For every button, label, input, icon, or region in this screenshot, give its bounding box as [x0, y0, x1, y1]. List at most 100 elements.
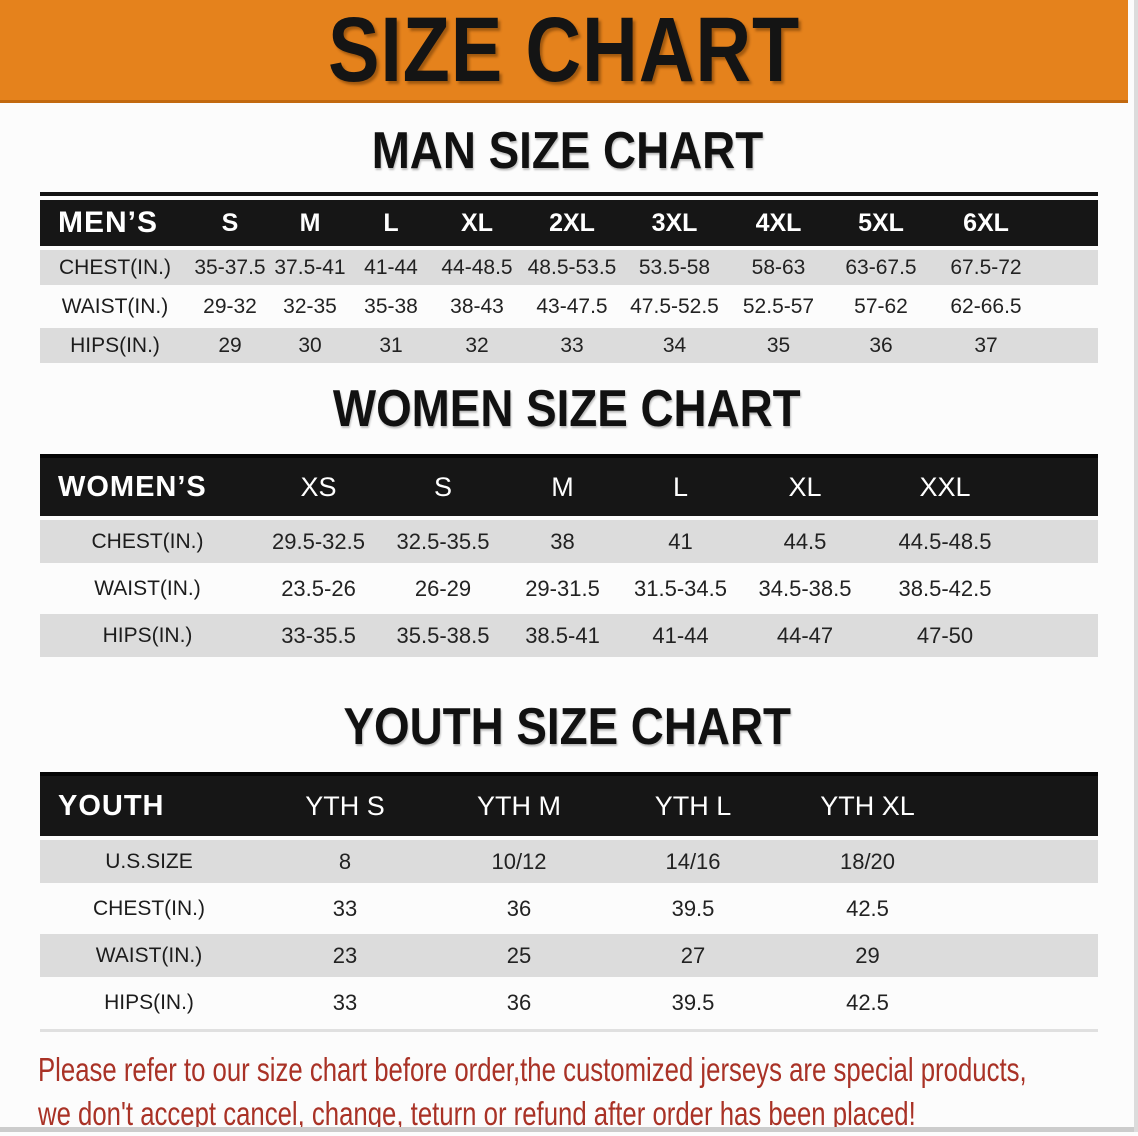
value-cell: 27 [606, 934, 780, 977]
banner-title: SIZE CHART [327, 0, 801, 101]
row-filler-cell [1040, 328, 1098, 363]
row-label-cell: WAIST(IN.) [94, 576, 201, 600]
value-cell: 31.5-34.5 [634, 575, 727, 601]
youth-col-header-yth-s: YTH S [258, 772, 432, 836]
men-table-top-border [40, 192, 1098, 196]
row-label-cell: HIPS(IN.) [40, 328, 190, 363]
value-cell: 36 [506, 895, 532, 921]
youth-chest-row: CHEST(IN.) 33 36 39.5 42.5 [40, 887, 1098, 930]
row-label-cell: CHEST(IN.) [40, 520, 255, 563]
youth-header-row: YOUTH YTH S YTH M YTH L YTH XL [40, 772, 1098, 836]
youth-hips-row: HIPS(IN.) 33 36 39.5 42.5 [40, 981, 1098, 1024]
value-cell: 31 [350, 328, 432, 363]
youth-size-table: YOUTH YTH S YTH M YTH L YTH XL U.S.SIZE … [40, 768, 1098, 1028]
value-cell: 8 [258, 840, 432, 883]
row-label-cell: HIPS(IN.) [40, 614, 255, 657]
row-filler-cell [955, 981, 1098, 1024]
men-header-filler-cell [1040, 200, 1098, 246]
value-cell: 23 [258, 934, 432, 977]
women-chest-row: CHEST(IN.) 29.5-32.5 32.5-35.5 38 41 44.… [40, 520, 1098, 563]
youth-table-bottom-border [40, 1029, 1098, 1032]
men-col-header-5xl: 5XL [830, 200, 932, 246]
value-cell: 34.5-38.5 [758, 575, 852, 601]
value-cell: 29 [190, 328, 270, 363]
value-cell: 29 [780, 934, 955, 977]
value-cell: 36 [506, 989, 532, 1015]
value-cell: 32.5-35.5 [382, 520, 504, 563]
value-cell: 48.5-53.5 [522, 250, 622, 285]
row-filler-cell [1040, 289, 1098, 324]
value-cell: 34 [622, 328, 727, 363]
men-waist-row: WAIST(IN.) 29-32 32-35 35-38 38-43 43-47… [40, 289, 1098, 324]
men-col-header-2xl: 2XL [522, 200, 622, 246]
disclaimer-line-2: we don't accept cancel, change, teturn o… [38, 1095, 916, 1132]
value-cell: 38-43 [450, 294, 504, 318]
value-cell: 47-50 [870, 614, 1020, 657]
men-size-section: MAN SIZE CHART MEN’S S M L XL 2XL 3XL 4X… [0, 125, 1134, 367]
value-cell: 29-32 [203, 294, 257, 318]
men-col-header-xl: XL [432, 200, 522, 246]
value-cell: 42.5 [846, 895, 889, 921]
value-cell: 35 [727, 328, 830, 363]
men-section-title-text: MAN SIZE CHART [371, 122, 763, 180]
value-cell: 39.5 [671, 895, 715, 921]
men-hips-row: HIPS(IN.) 29 30 31 32 33 34 35 36 37 [40, 328, 1098, 363]
value-cell: 29-31.5 [525, 575, 600, 601]
value-cell: 41-44 [350, 250, 432, 285]
value-cell: 30 [270, 328, 350, 363]
value-cell: 23.5-26 [281, 575, 356, 601]
value-cell: 37.5-41 [270, 250, 350, 285]
row-filler-cell [955, 934, 1098, 977]
women-col-header-s: S [382, 454, 504, 516]
youth-header-filler-cell [955, 772, 1098, 836]
value-cell: 38.5-41 [504, 614, 621, 657]
women-size-section: WOMEN SIZE CHART WOMEN’S XS S M L XL XXL [0, 383, 1134, 661]
youth-col-header-yth-l: YTH L [606, 772, 780, 836]
row-filler-cell [1040, 250, 1098, 285]
men-size-table: MEN’S S M L XL 2XL 3XL 4XL 5XL 6XL CHEST… [40, 196, 1098, 367]
row-filler-cell [1020, 614, 1098, 657]
row-label-cell: HIPS(IN.) [104, 990, 194, 1014]
value-cell: 41 [621, 520, 740, 563]
value-cell: 32 [432, 328, 522, 363]
youth-col-header-yth-xl: YTH XL [780, 772, 955, 836]
value-cell: 43-47.5 [536, 294, 608, 318]
women-col-header-m: M [504, 454, 621, 516]
women-hips-row: HIPS(IN.) 33-35.5 35.5-38.5 38.5-41 41-4… [40, 614, 1098, 657]
value-cell: 67.5-72 [932, 250, 1040, 285]
men-section-title: MAN SIZE CHART [0, 125, 1134, 177]
value-cell: 38.5-42.5 [898, 575, 992, 601]
value-cell: 33 [332, 989, 358, 1015]
value-cell: 57-62 [854, 294, 908, 318]
row-filler-cell [955, 887, 1098, 930]
row-filler-cell [1020, 520, 1098, 563]
value-cell: 63-67.5 [830, 250, 932, 285]
value-cell: 10/12 [432, 840, 606, 883]
value-cell: 44-47 [740, 614, 870, 657]
value-cell: 44.5 [740, 520, 870, 563]
men-chest-row: CHEST(IN.) 35-37.5 37.5-41 41-44 44-48.5… [40, 250, 1098, 285]
value-cell: 53.5-58 [622, 250, 727, 285]
men-col-header-m: M [270, 200, 350, 246]
value-cell: 14/16 [606, 840, 780, 883]
value-cell: 33-35.5 [255, 614, 382, 657]
value-cell: 25 [432, 934, 606, 977]
men-col-header-s: S [190, 200, 270, 246]
women-group-label: WOMEN’S [40, 454, 255, 516]
women-col-header-l: L [621, 454, 740, 516]
youth-col-header-yth-m: YTH M [432, 772, 606, 836]
row-filler-cell [955, 840, 1098, 883]
women-waist-row: WAIST(IN.) 23.5-26 26-29 29-31.5 31.5-34… [40, 567, 1098, 610]
women-col-header-xs: XS [255, 454, 382, 516]
value-cell: 26-29 [414, 575, 472, 601]
men-group-label: MEN’S [40, 200, 190, 246]
men-header-row: MEN’S S M L XL 2XL 3XL 4XL 5XL 6XL [40, 200, 1098, 246]
value-cell: 41-44 [621, 614, 740, 657]
value-cell: 18/20 [780, 840, 955, 883]
women-col-header-xl: XL [740, 454, 870, 516]
youth-group-label: YOUTH [40, 772, 258, 836]
value-cell: 38 [504, 520, 621, 563]
banner: SIZE CHART [0, 0, 1128, 103]
value-cell: 35.5-38.5 [382, 614, 504, 657]
